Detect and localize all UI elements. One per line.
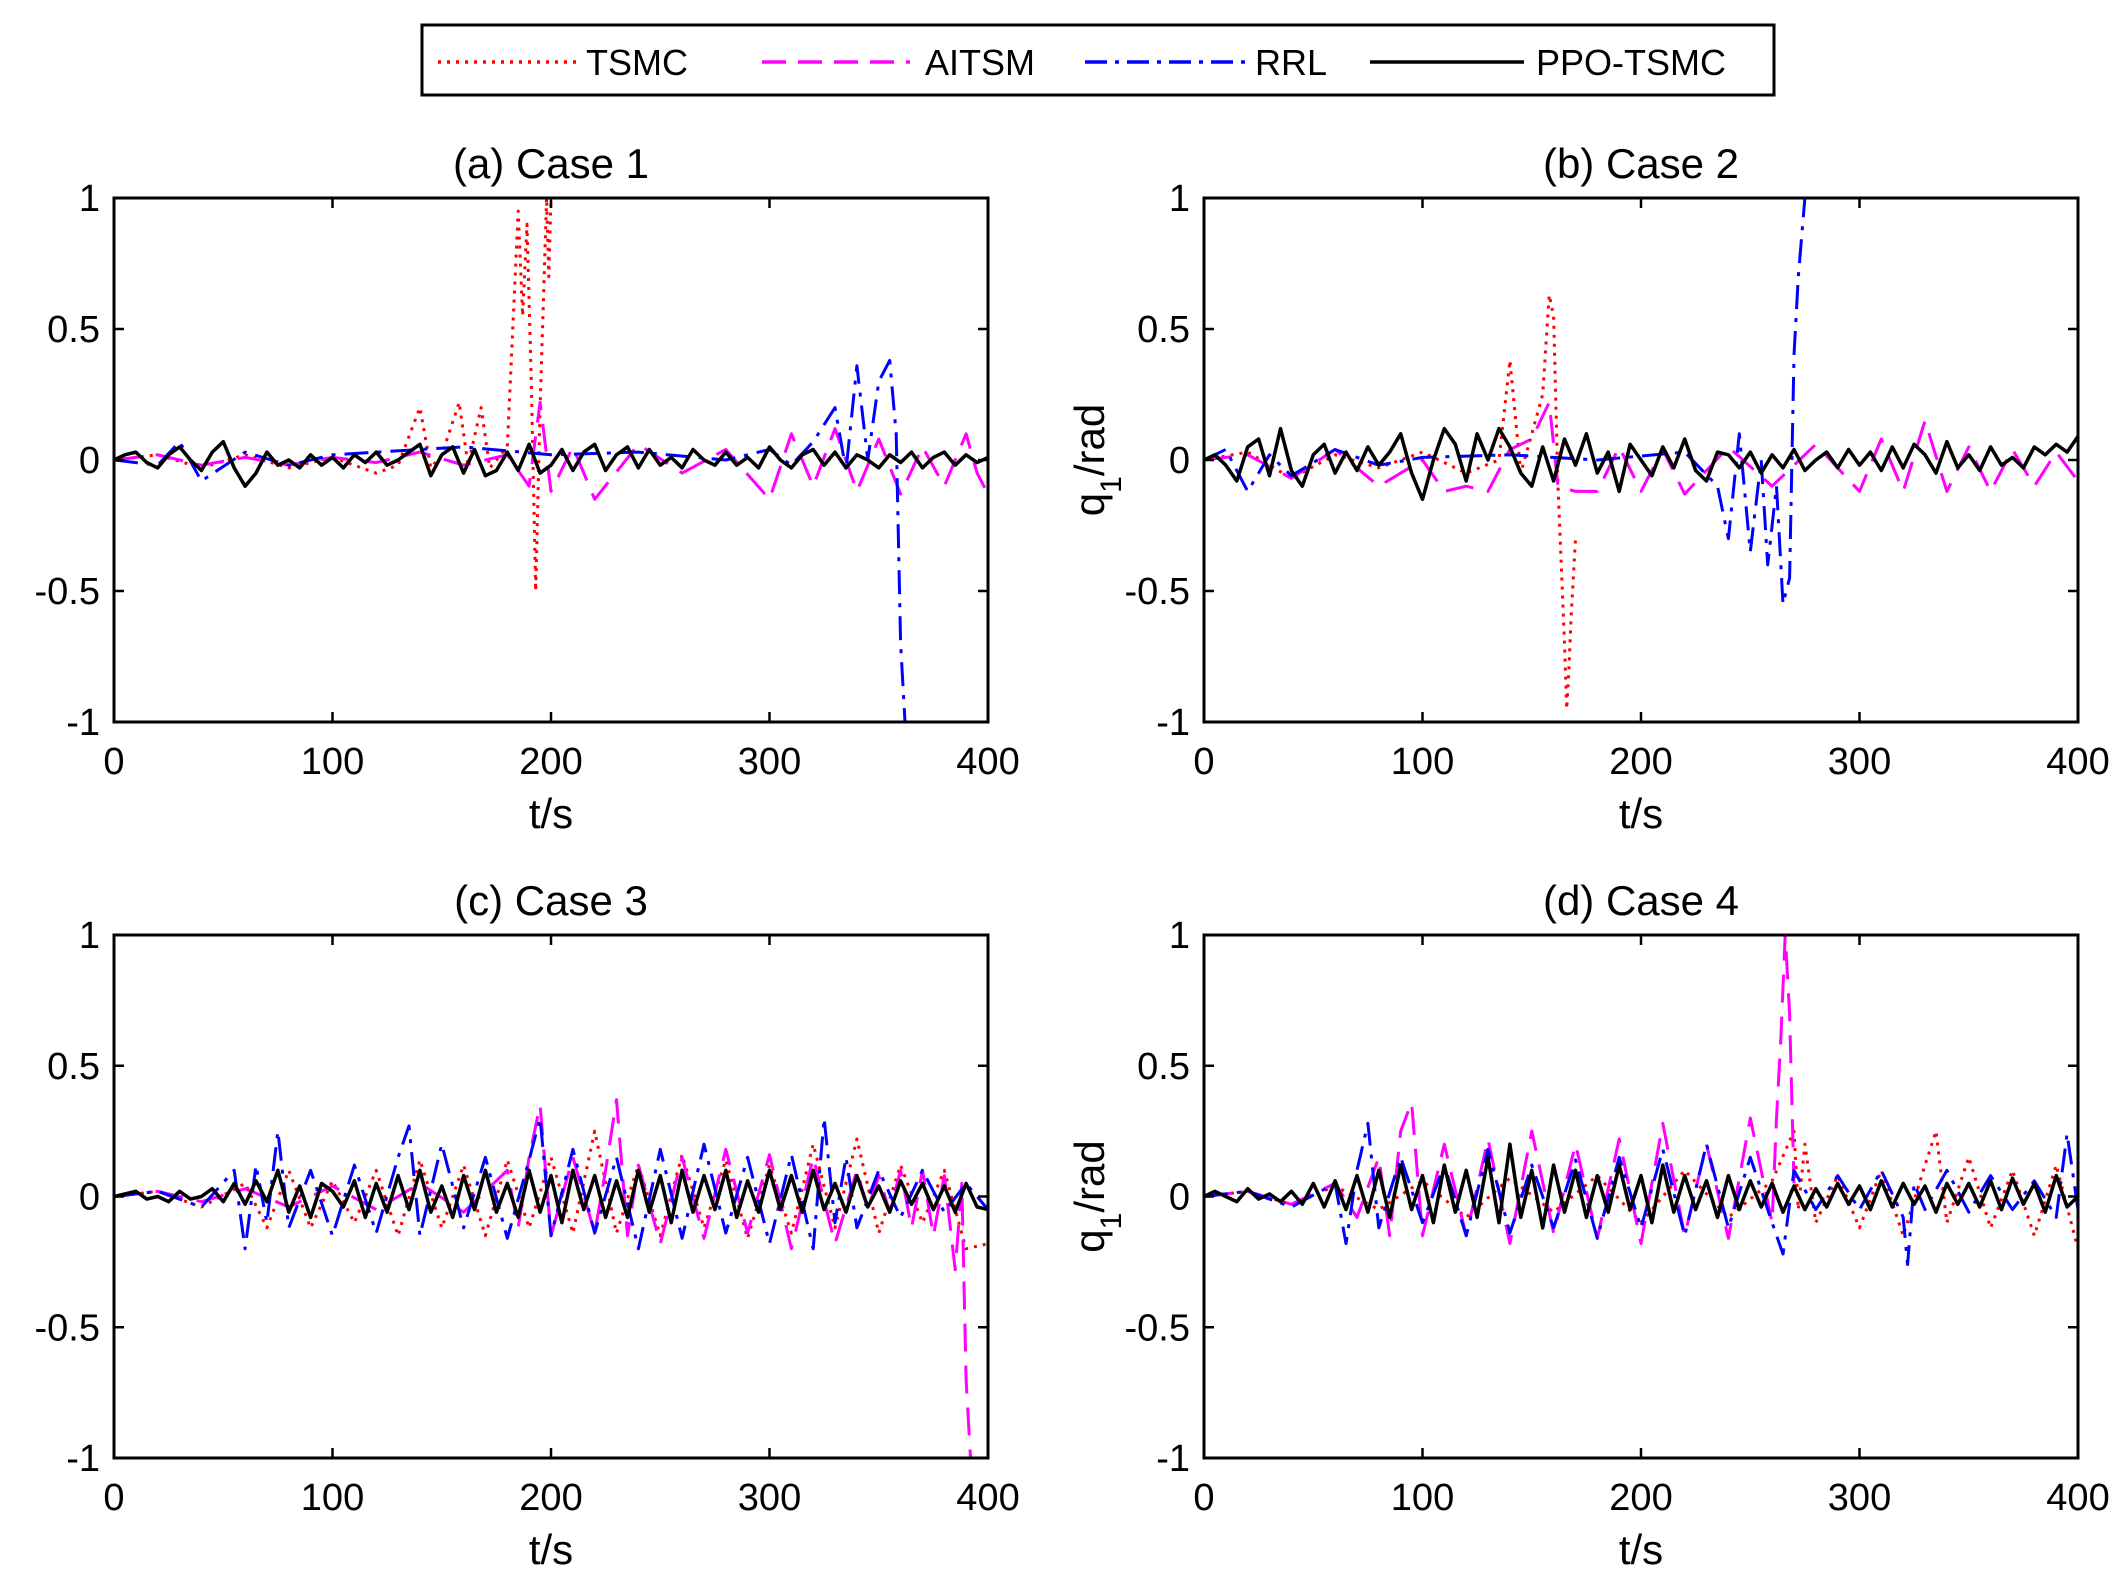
plot-area [114,935,988,1458]
y-tick-label: -1 [66,1438,100,1480]
x-tick-label: 0 [1193,741,1214,783]
x-tick-label: 400 [2046,741,2109,783]
x-tick-label: 0 [103,741,124,783]
series-line-rrl [114,358,907,722]
series-group [1204,198,2078,711]
y-label-part: /rad [1066,404,1113,476]
y-tick-label: -1 [1156,1438,1190,1480]
legend: TSMC AITSM RRL PPO-TSMC [420,23,1776,97]
x-tick-label: 200 [519,741,582,783]
x-tick-label: 300 [1828,741,1891,783]
legend-label-rrl: RRL [1255,42,1327,83]
y-tick-label: 1 [79,915,100,957]
y-label-part: /rad [1066,1140,1113,1212]
y-tick-label: -0.5 [35,1307,100,1349]
x-tick-label: 200 [1609,741,1672,783]
y-tick-label: -1 [66,702,100,744]
y-tick-label: 0 [79,1177,100,1219]
y-tick-label: 1 [1169,915,1190,957]
x-axis-label: t/s [1619,1526,1663,1573]
y-tick-label: -1 [1156,702,1190,744]
y-axis-label: q1/rad [1066,1140,1128,1252]
series-line-ppo-tsmc [114,1168,988,1225]
y-tick-label: -0.5 [35,571,100,613]
panel-title: (b) Case 2 [1543,140,1739,187]
y-tick-label: -0.5 [1125,1307,1190,1349]
y-tick-label: 0.5 [47,1046,100,1088]
series-group [1204,935,2078,1266]
x-tick-label: 100 [1391,741,1454,783]
series-line-aitsm [114,400,988,501]
x-tick-label: 200 [1609,1477,1672,1519]
x-tick-label: 100 [1391,1477,1454,1519]
x-tick-label: 100 [301,1477,364,1519]
y-tick-label: 1 [79,178,100,220]
panel-title: (c) Case 3 [454,877,648,924]
series-line-ppo-tsmc [1204,1142,2078,1230]
y-tick-label: 0 [1169,1177,1190,1219]
series-group [114,1098,988,1458]
panel-1: 0 100 200 300 400 1 0.5 0 -0.5 -1 (a) Case 1 t/s [35,140,1020,837]
x-axis-label: t/s [1619,790,1663,837]
x-tick-label: 100 [301,741,364,783]
x-tick-label: 400 [956,741,1019,783]
y-tick-label: 0 [79,440,100,482]
y-tick-label: -0.5 [1125,571,1190,613]
panel-title: (a) Case 1 [453,140,649,187]
y-label-part: q [1066,493,1113,516]
series-line-rrl [1204,198,1807,606]
y-axis-label: q1/rad [1066,404,1128,516]
series-group [114,198,988,722]
x-tick-label: 0 [103,1477,124,1519]
x-tick-label: 300 [738,1477,801,1519]
y-tick-label: 1 [1169,178,1190,220]
legend-label-aitsm: AITSM [925,42,1035,83]
y-label-subscript: 1 [1095,476,1128,493]
y-tick-label: 0 [1169,440,1190,482]
x-tick-label: 200 [519,1477,582,1519]
panel-3: 0 100 200 300 400 1 0.5 0 -0.5 -1 (c) Case 3 t/s [35,877,1020,1573]
series-line-rrl [1204,1121,2078,1266]
y-tick-label: 0.5 [1137,1046,1190,1088]
series-line-ppo-tsmc [1204,426,2078,502]
series-line-tsmc [114,198,553,593]
panel-title: (d) Case 4 [1543,877,1739,924]
series-line-rrl [114,1116,988,1251]
series-line-aitsm [114,1098,972,1458]
x-tick-label: 300 [1828,1477,1891,1519]
x-axis-label: t/s [529,790,573,837]
legend-label-ppo-tsmc: PPO-TSMC [1536,42,1726,83]
y-tick-label: 0.5 [47,309,100,351]
x-tick-label: 0 [1193,1477,1214,1519]
x-tick-label: 300 [738,741,801,783]
series-line-ppo-tsmc [114,439,988,488]
plot-area [1204,935,2078,1458]
y-tick-label: 0.5 [1137,309,1190,351]
plot-area [114,198,988,722]
legend-label-tsmc: TSMC [586,42,688,83]
x-tick-label: 400 [2046,1477,2109,1519]
y-label-subscript: 1 [1095,1213,1128,1230]
legend-box [420,23,1776,97]
x-axis-label: t/s [529,1526,573,1573]
x-tick-label: 400 [956,1477,1019,1519]
y-label-part: q [1066,1229,1113,1252]
